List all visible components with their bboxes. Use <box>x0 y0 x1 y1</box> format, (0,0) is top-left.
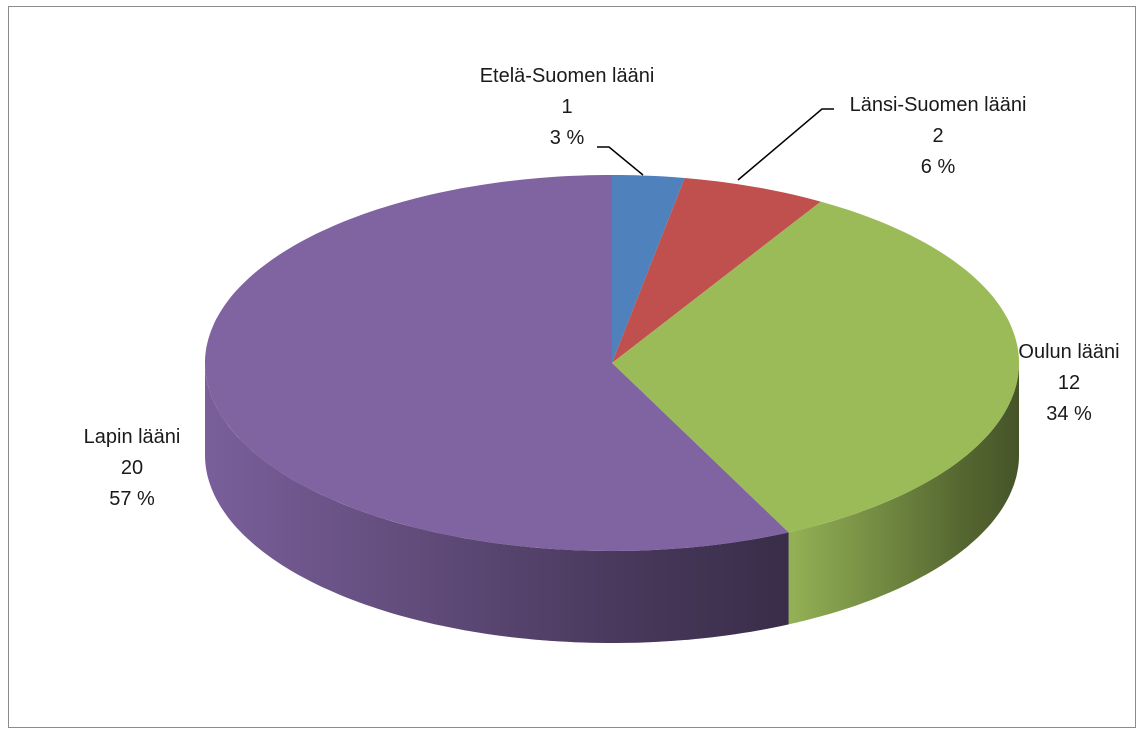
pie-sides <box>205 363 1019 643</box>
label-etela-suomen-laani-name: Etelä-Suomen lääni <box>480 65 655 87</box>
slice-oulun-laani <box>612 201 1019 533</box>
label-lansi-suomen-laani-name: Länsi-Suomen lääni <box>850 94 1027 116</box>
label-oulun-laani-value: 12 <box>1058 372 1080 394</box>
slice-etela-suomen-laani <box>612 175 685 363</box>
leader-lines <box>597 108 834 181</box>
pie-tops <box>205 175 1019 551</box>
label-etela-suomen-laani-percent: 3 % <box>550 127 585 149</box>
side-oulun-laani-shade <box>788 363 1019 625</box>
side-lapin-laani-shade <box>205 363 789 643</box>
leader-line-etela-suomen-laani <box>597 146 644 176</box>
leader-line-lansi-suomen-laani <box>737 108 834 181</box>
label-lapin-laani-percent: 57 % <box>109 488 155 510</box>
slice-lansi-suomen-laani <box>612 178 821 363</box>
label-oulun-laani-name: Oulun lääni <box>1018 341 1119 363</box>
label-lapin-laani-value: 20 <box>121 457 143 479</box>
label-lapin-laani-name: Lapin lääni <box>84 426 181 448</box>
slice-labels: Etelä-Suomen lääni 1 3 % Länsi-Suomen lääni… <box>84 65 1120 510</box>
slice-lapin-laani <box>205 175 789 551</box>
label-lansi-suomen-laani-percent: 6 % <box>921 156 956 178</box>
label-oulun-laani-percent: 34 % <box>1046 403 1092 425</box>
label-etela-suomen-laani-value: 1 <box>561 96 572 118</box>
label-lansi-suomen-laani-value: 2 <box>932 125 943 147</box>
